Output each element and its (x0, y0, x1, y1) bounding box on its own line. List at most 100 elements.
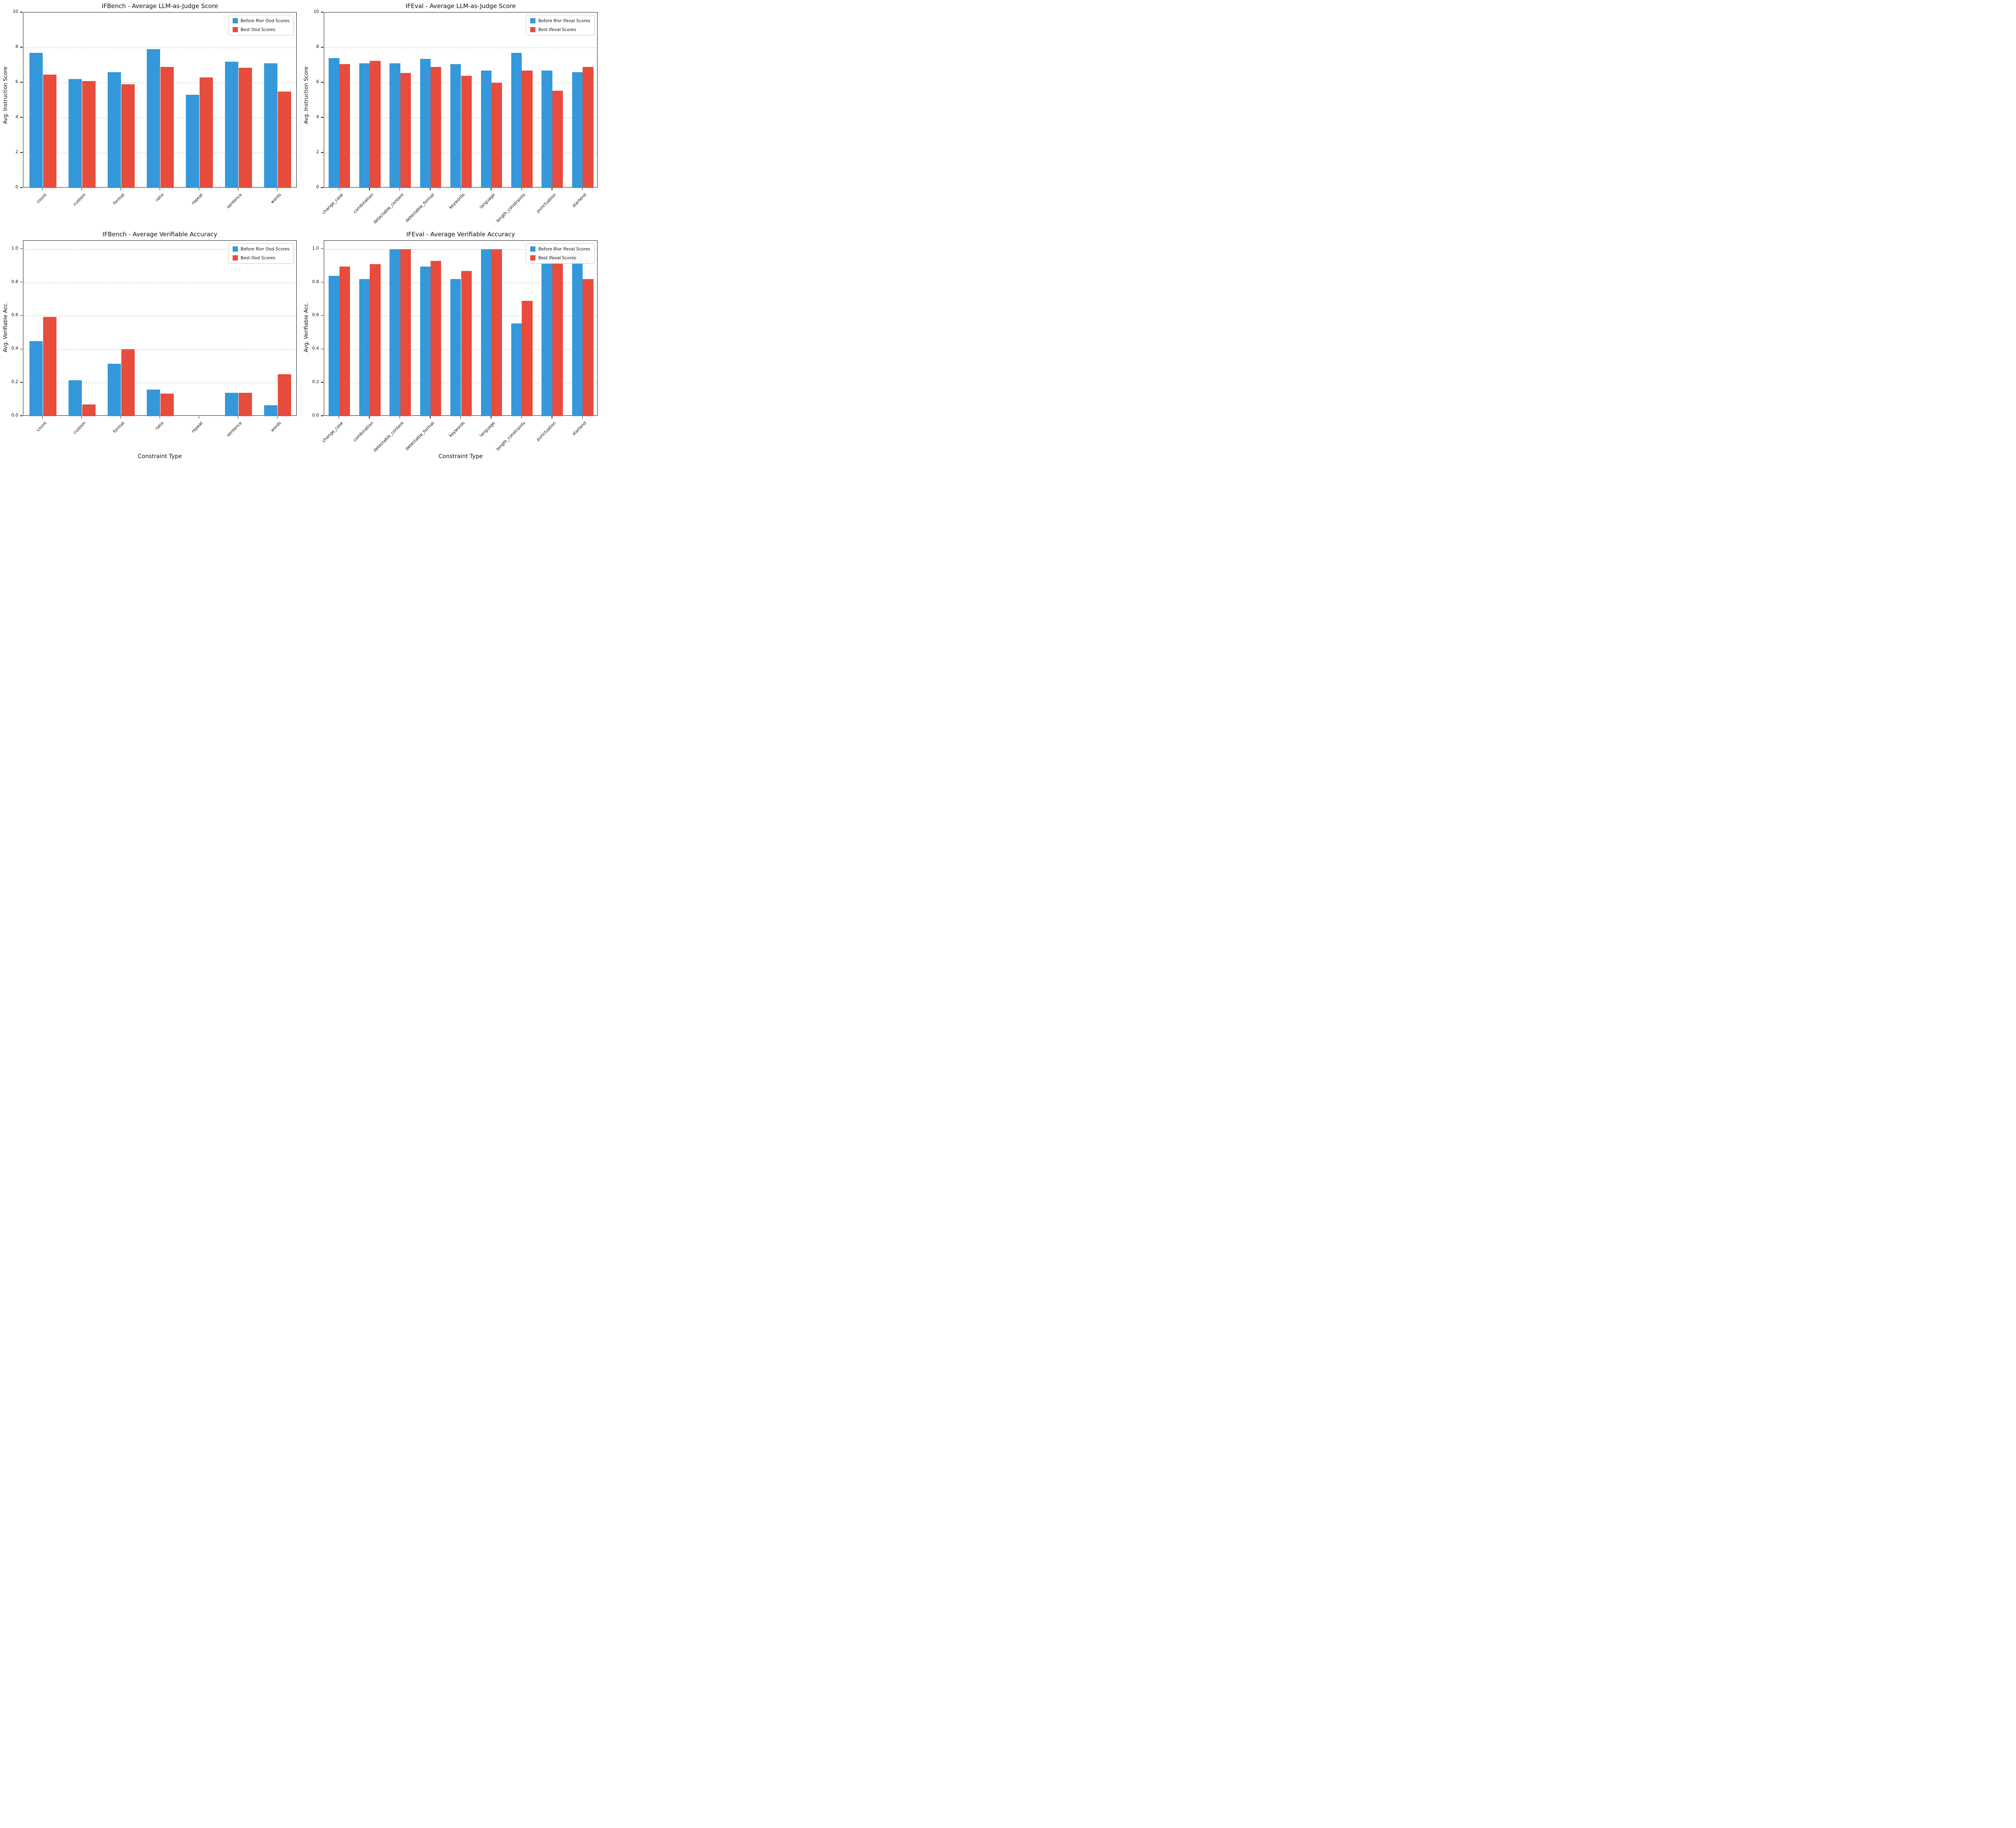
bar-before-ratio (146, 389, 160, 416)
bar-before-words (264, 63, 278, 188)
x-tick-mark (369, 416, 370, 419)
y-tick-mark (20, 12, 23, 13)
y-tick-mark (321, 415, 323, 416)
plot-area: Before Rlvr Ood Scores Best Ood Scores (23, 12, 297, 188)
y-tick-label: 10 (12, 9, 18, 14)
bar-before-change_case (329, 276, 339, 416)
bar-before-keywords (450, 64, 461, 188)
y-tick-label: 6 (316, 79, 319, 84)
y-tick-label: 0.8 (11, 279, 18, 284)
chart-title: IFBench - Average LLM-as-Judge Score (102, 2, 218, 10)
x-tick-mark (42, 188, 43, 190)
x-tick-mark (430, 188, 431, 190)
legend-label: Best Ifeval Scores (538, 255, 576, 261)
legend-swatch-icon (232, 18, 238, 23)
plot-area: Before Rlvr Ifeval Scores Best Ifeval Sco… (324, 240, 598, 416)
x-tick-mark (582, 416, 583, 419)
x-tick-label: count (35, 192, 48, 204)
legend-label: Best Ifeval Scores (538, 27, 576, 32)
x-tick-label: words (270, 421, 282, 433)
legend-swatch-icon (530, 255, 536, 261)
legend-label: Best Ood Scores (240, 255, 275, 261)
x-tick-label: combination (352, 421, 375, 443)
y-tick-label: 2 (316, 150, 319, 154)
y-tick-mark (20, 415, 23, 416)
bar-best-language (491, 83, 502, 188)
bar-best-length_constraints (522, 70, 533, 188)
x-tick-label: combination (352, 192, 375, 215)
bar-before-detectable_format (420, 59, 431, 188)
chart-panel-ifeval-judge: IFEval - Average LLM-as-Judge Score Avg. … (301, 0, 602, 228)
bar-before-punctuation (541, 249, 552, 416)
x-tick-label: change_case (321, 421, 344, 444)
bar-best-format (121, 84, 135, 188)
chart-title: IFBench - Average Verifiable Accuracy (102, 231, 217, 238)
bar-before-startend (572, 72, 583, 188)
x-tick-mark (81, 188, 82, 190)
x-tick-mark (277, 416, 278, 419)
x-tick-label: sentence (226, 192, 243, 210)
y-tick-mark (321, 12, 323, 13)
x-tick-label: format (112, 192, 126, 206)
bar-best-combination (370, 264, 381, 416)
x-tick-label: count (35, 421, 48, 433)
x-tick-mark (491, 188, 492, 190)
x-tick-mark (369, 188, 370, 190)
plot-area: Before Rlvr Ifeval Scores Best Ifeval Sco… (324, 12, 598, 188)
bar-before-format (107, 72, 121, 188)
y-tick-mark (321, 117, 323, 118)
legend-swatch-icon (232, 255, 238, 261)
bar-before-count (29, 53, 43, 188)
y-tick-mark (321, 82, 323, 83)
y-tick-label: 10 (313, 9, 319, 14)
bar-best-keywords (461, 271, 472, 416)
x-tick-mark (460, 416, 461, 419)
figure: IFBench - Average LLM-as-Judge Score Avg.… (0, 0, 602, 460)
bar-best-change_case (339, 64, 350, 188)
y-tick-mark (20, 348, 23, 350)
y-tick-mark (20, 315, 23, 316)
y-tick-mark (20, 281, 23, 283)
x-tick-label: startend (571, 192, 587, 208)
legend-label: Before Rlvr Ood Scores (240, 18, 289, 23)
gridline (23, 349, 296, 350)
x-tick-label: custom (72, 192, 87, 207)
legend-item: Best Ood Scores (232, 27, 289, 32)
legend-swatch-icon (530, 246, 536, 252)
y-tick-mark (321, 281, 323, 283)
x-tick-label: detectable_format (404, 192, 435, 223)
bar-best-count (43, 75, 57, 188)
x-tick-mark (491, 416, 492, 419)
x-tick-label: detectable_format (404, 421, 435, 452)
y-tick-label: 0.6 (312, 313, 319, 318)
bar-best-words (277, 374, 292, 416)
legend-swatch-icon (232, 246, 238, 252)
x-tick-label: detectable_content (372, 421, 405, 453)
x-tick-label: ratio (154, 421, 165, 431)
legend-item: Best Ood Scores (232, 255, 289, 261)
bar-best-ratio (160, 67, 174, 188)
bar-best-punctuation (552, 249, 563, 416)
legend-swatch-icon (232, 27, 238, 32)
gridline (23, 249, 296, 250)
y-tick-label: 0.4 (11, 346, 18, 351)
y-tick-label: 0.2 (11, 379, 18, 385)
x-tick-label: language (479, 192, 496, 210)
y-tick-label: 0 (316, 185, 319, 190)
x-tick-label: custom (72, 421, 87, 435)
x-tick-mark (198, 188, 200, 190)
x-tick-label: change_case (321, 192, 344, 215)
y-tick-label: 8 (15, 44, 18, 49)
chart-panel-ifbench-judge: IFBench - Average LLM-as-Judge Score Avg.… (0, 0, 301, 228)
x-tick-label: format (112, 421, 126, 434)
x-tick-label: repeat (191, 421, 204, 434)
bar-before-count (29, 341, 43, 416)
x-tick-label: sentence (226, 421, 243, 438)
x-tick-mark (198, 416, 200, 419)
y-tick-label: 1.0 (312, 246, 319, 251)
x-axis-label: Constraint Type (137, 453, 182, 460)
bar-before-sentence (225, 61, 239, 188)
y-tick-mark (321, 187, 323, 188)
bar-best-keywords (461, 75, 472, 188)
y-axis-label: Avg. Verifiable Acc. (303, 302, 310, 352)
